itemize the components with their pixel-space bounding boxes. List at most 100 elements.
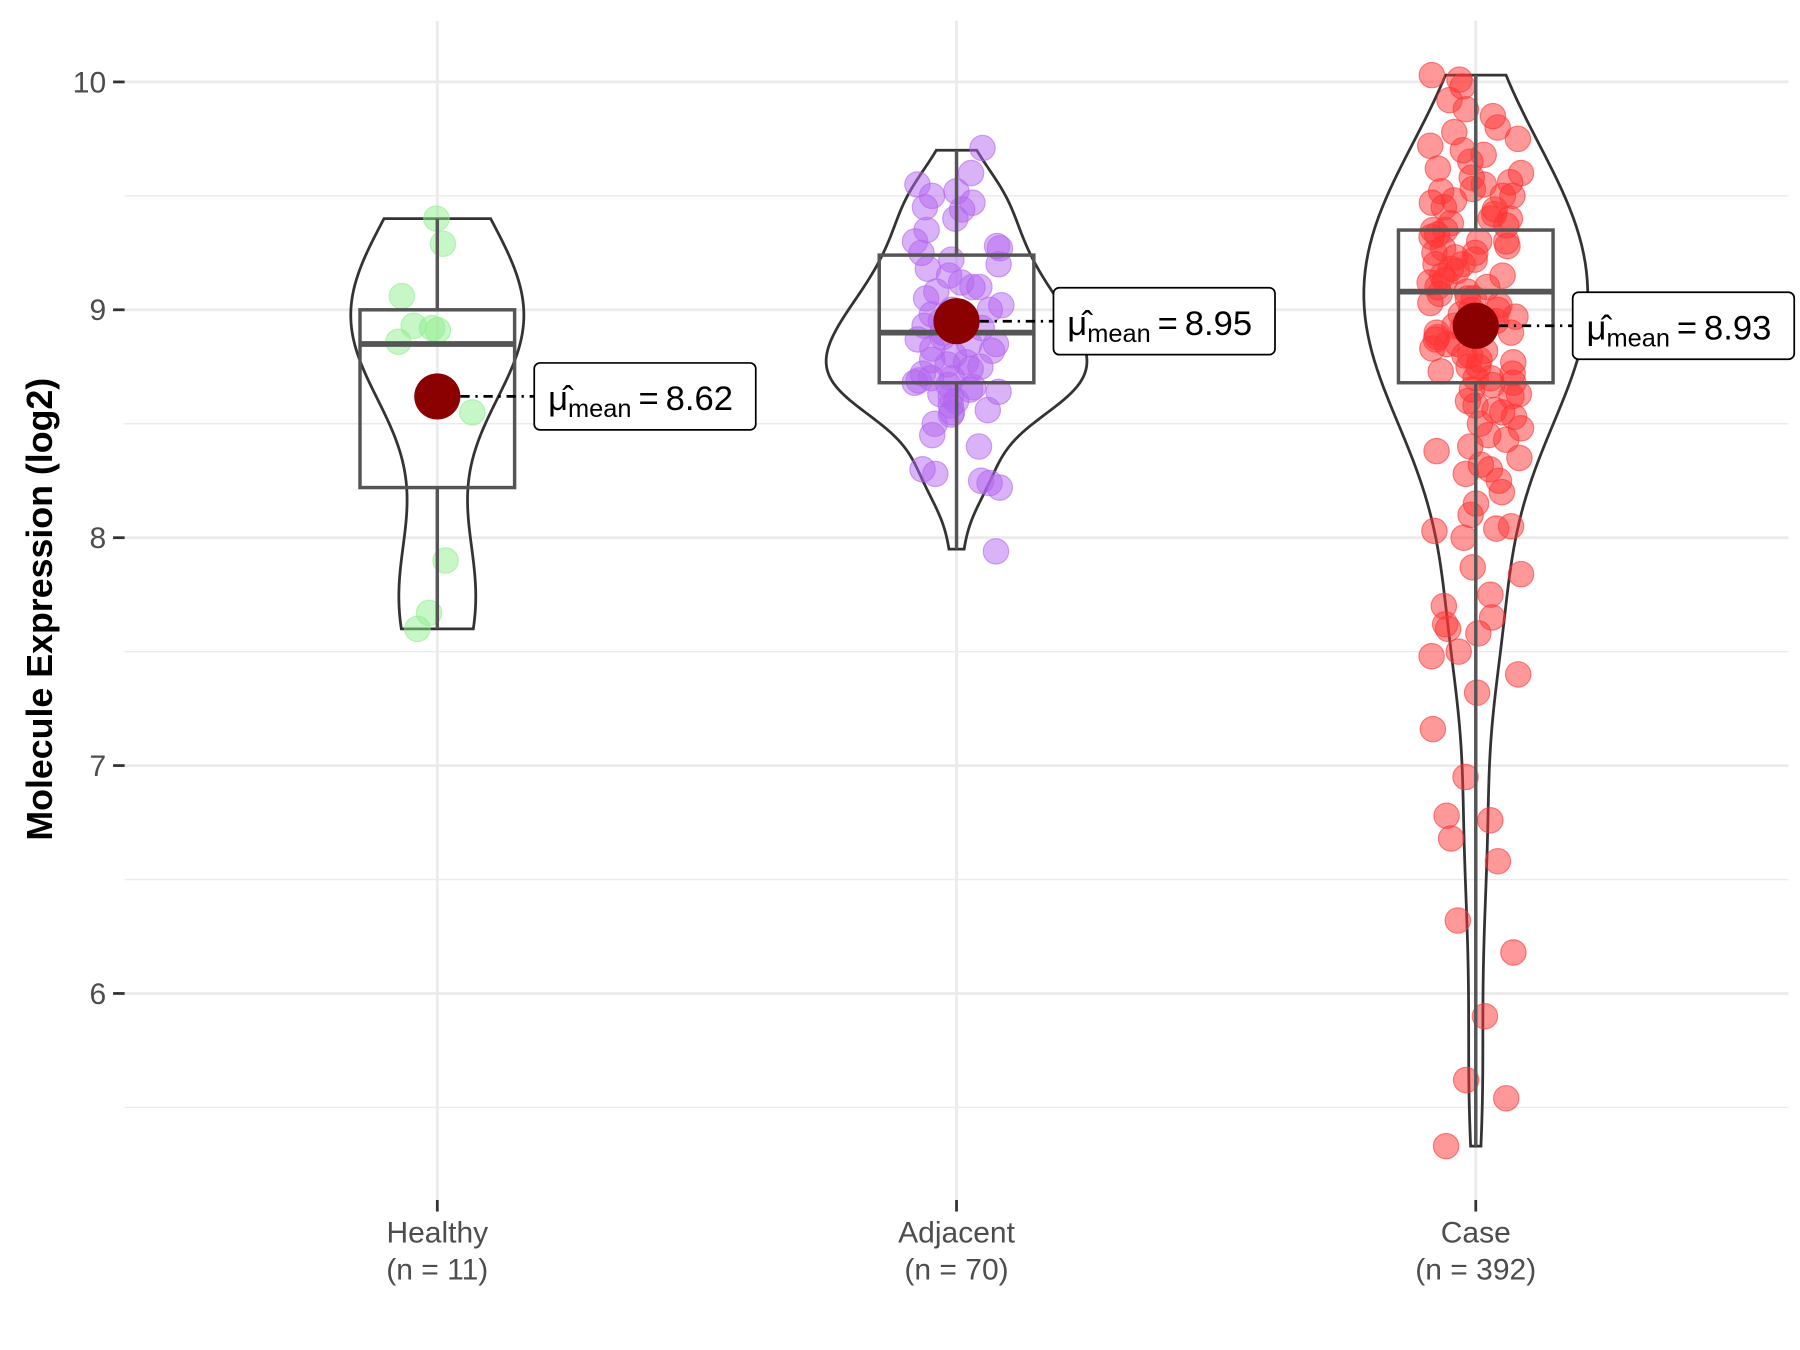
data-point xyxy=(1504,661,1532,688)
data-point xyxy=(1494,232,1521,260)
data-point xyxy=(1457,501,1484,529)
mean-label-box xyxy=(533,362,757,431)
x-axis: Healthy (n = 11) Adjacent (n = 70) Case (n = … xyxy=(386,1200,1536,1287)
data-point xyxy=(1507,560,1535,588)
data-point xyxy=(1452,763,1479,791)
data-point xyxy=(918,421,946,449)
x-tick-count: (n = 70) xyxy=(904,1254,1008,1287)
data-point xyxy=(1432,1132,1460,1160)
x-tick-label: Adjacent xyxy=(898,1217,1015,1250)
data-point xyxy=(985,250,1012,278)
data-point xyxy=(1434,615,1462,643)
data-point xyxy=(957,159,985,187)
x-tick-count: (n = 392) xyxy=(1415,1254,1536,1287)
y-tick-label: 9 xyxy=(89,294,106,327)
data-point xyxy=(911,193,939,221)
x-tick-label: Case xyxy=(1441,1217,1511,1250)
data-point xyxy=(1433,802,1460,829)
data-point xyxy=(1504,125,1532,153)
data-point xyxy=(429,230,457,257)
data-point xyxy=(982,538,1010,565)
mean-subscript: mean xyxy=(1087,320,1150,348)
mean-label: μ̂mean = 8.93 xyxy=(1587,310,1772,353)
data-point xyxy=(965,433,993,460)
y-axis-title: Molecule Expression (log2) xyxy=(20,378,60,841)
mean-equals: = xyxy=(1677,310,1697,348)
data-point xyxy=(1419,715,1447,743)
data-point xyxy=(404,615,431,643)
group-adjacent: μ̂mean = 8.95 xyxy=(824,134,1276,565)
data-point xyxy=(1484,114,1511,141)
data-point xyxy=(1450,524,1477,551)
box xyxy=(358,308,517,490)
mean-label-box xyxy=(1052,286,1276,356)
data-point xyxy=(459,399,486,426)
data-point xyxy=(1482,515,1510,542)
data-point xyxy=(986,474,1014,501)
data-point xyxy=(1452,95,1480,123)
mean-label: μ̂mean = 8.62 xyxy=(548,380,733,423)
data-point xyxy=(976,296,1004,324)
data-point xyxy=(1423,437,1450,465)
data-point xyxy=(966,273,993,301)
data-point xyxy=(1497,319,1525,346)
data-point xyxy=(1427,358,1454,385)
data-point xyxy=(1459,554,1486,581)
data-point xyxy=(1492,1085,1520,1112)
x-tick-count: (n = 11) xyxy=(386,1254,488,1287)
mean-dot xyxy=(933,298,980,345)
mean-label-box xyxy=(1571,291,1796,361)
data-point xyxy=(1418,642,1445,670)
mean-value: 8.95 xyxy=(1185,305,1252,343)
mean-value: 8.93 xyxy=(1704,310,1771,348)
mean-label: μ̂mean = 8.95 xyxy=(1067,305,1252,348)
data-point xyxy=(1424,155,1452,182)
data-point xyxy=(1418,61,1446,89)
data-point xyxy=(432,547,459,574)
data-point xyxy=(424,317,452,344)
data-point xyxy=(1506,444,1533,472)
data-point xyxy=(1500,939,1527,966)
y-tick-label: 10 xyxy=(73,66,106,99)
mean-value: 8.62 xyxy=(666,380,733,418)
mean-subscript: mean xyxy=(1606,325,1669,353)
data-point xyxy=(388,282,416,310)
data-point xyxy=(1444,907,1472,934)
data-point xyxy=(1452,460,1480,488)
mean-subscript: mean xyxy=(568,395,631,423)
data-point xyxy=(974,396,1002,424)
data-point xyxy=(1477,581,1504,608)
data-point xyxy=(1445,638,1472,665)
violin-outline xyxy=(824,148,1089,551)
y-tick-label: 6 xyxy=(89,978,106,1011)
box xyxy=(1396,228,1555,385)
data-point xyxy=(1465,620,1492,647)
data-point xyxy=(1471,1002,1499,1030)
box xyxy=(877,253,1036,385)
group-case: μ̂mean = 8.93 xyxy=(1362,61,1796,1160)
data-point xyxy=(922,460,949,488)
data-point xyxy=(1488,478,1516,506)
data-point xyxy=(1452,1066,1480,1094)
mean-equals: = xyxy=(638,380,658,418)
data-point xyxy=(1492,426,1520,453)
mean-equals: = xyxy=(1158,305,1178,343)
violin-outline xyxy=(1362,73,1590,1148)
data-point xyxy=(969,134,996,162)
violin-outline xyxy=(349,217,526,631)
data-point xyxy=(1477,807,1504,834)
data-point xyxy=(1419,335,1446,362)
y-tick-label: 7 xyxy=(89,750,106,783)
mean-dot xyxy=(1452,302,1499,349)
groups: μ̂mean = 8.62μ̂mean = 8.95 μ̂mean = 8.93 xyxy=(349,61,1796,1160)
data-point xyxy=(1437,825,1465,852)
mean-dot xyxy=(414,373,461,420)
y-axis: 6 7 8 9 10 xyxy=(73,66,125,1011)
data-point xyxy=(1484,848,1512,875)
y-tick-label: 8 xyxy=(89,522,106,555)
x-tick-label: Healthy xyxy=(386,1217,488,1250)
data-point xyxy=(1421,517,1448,545)
data-point xyxy=(1416,132,1444,160)
group-healthy: μ̂mean = 8.62 xyxy=(349,205,757,643)
